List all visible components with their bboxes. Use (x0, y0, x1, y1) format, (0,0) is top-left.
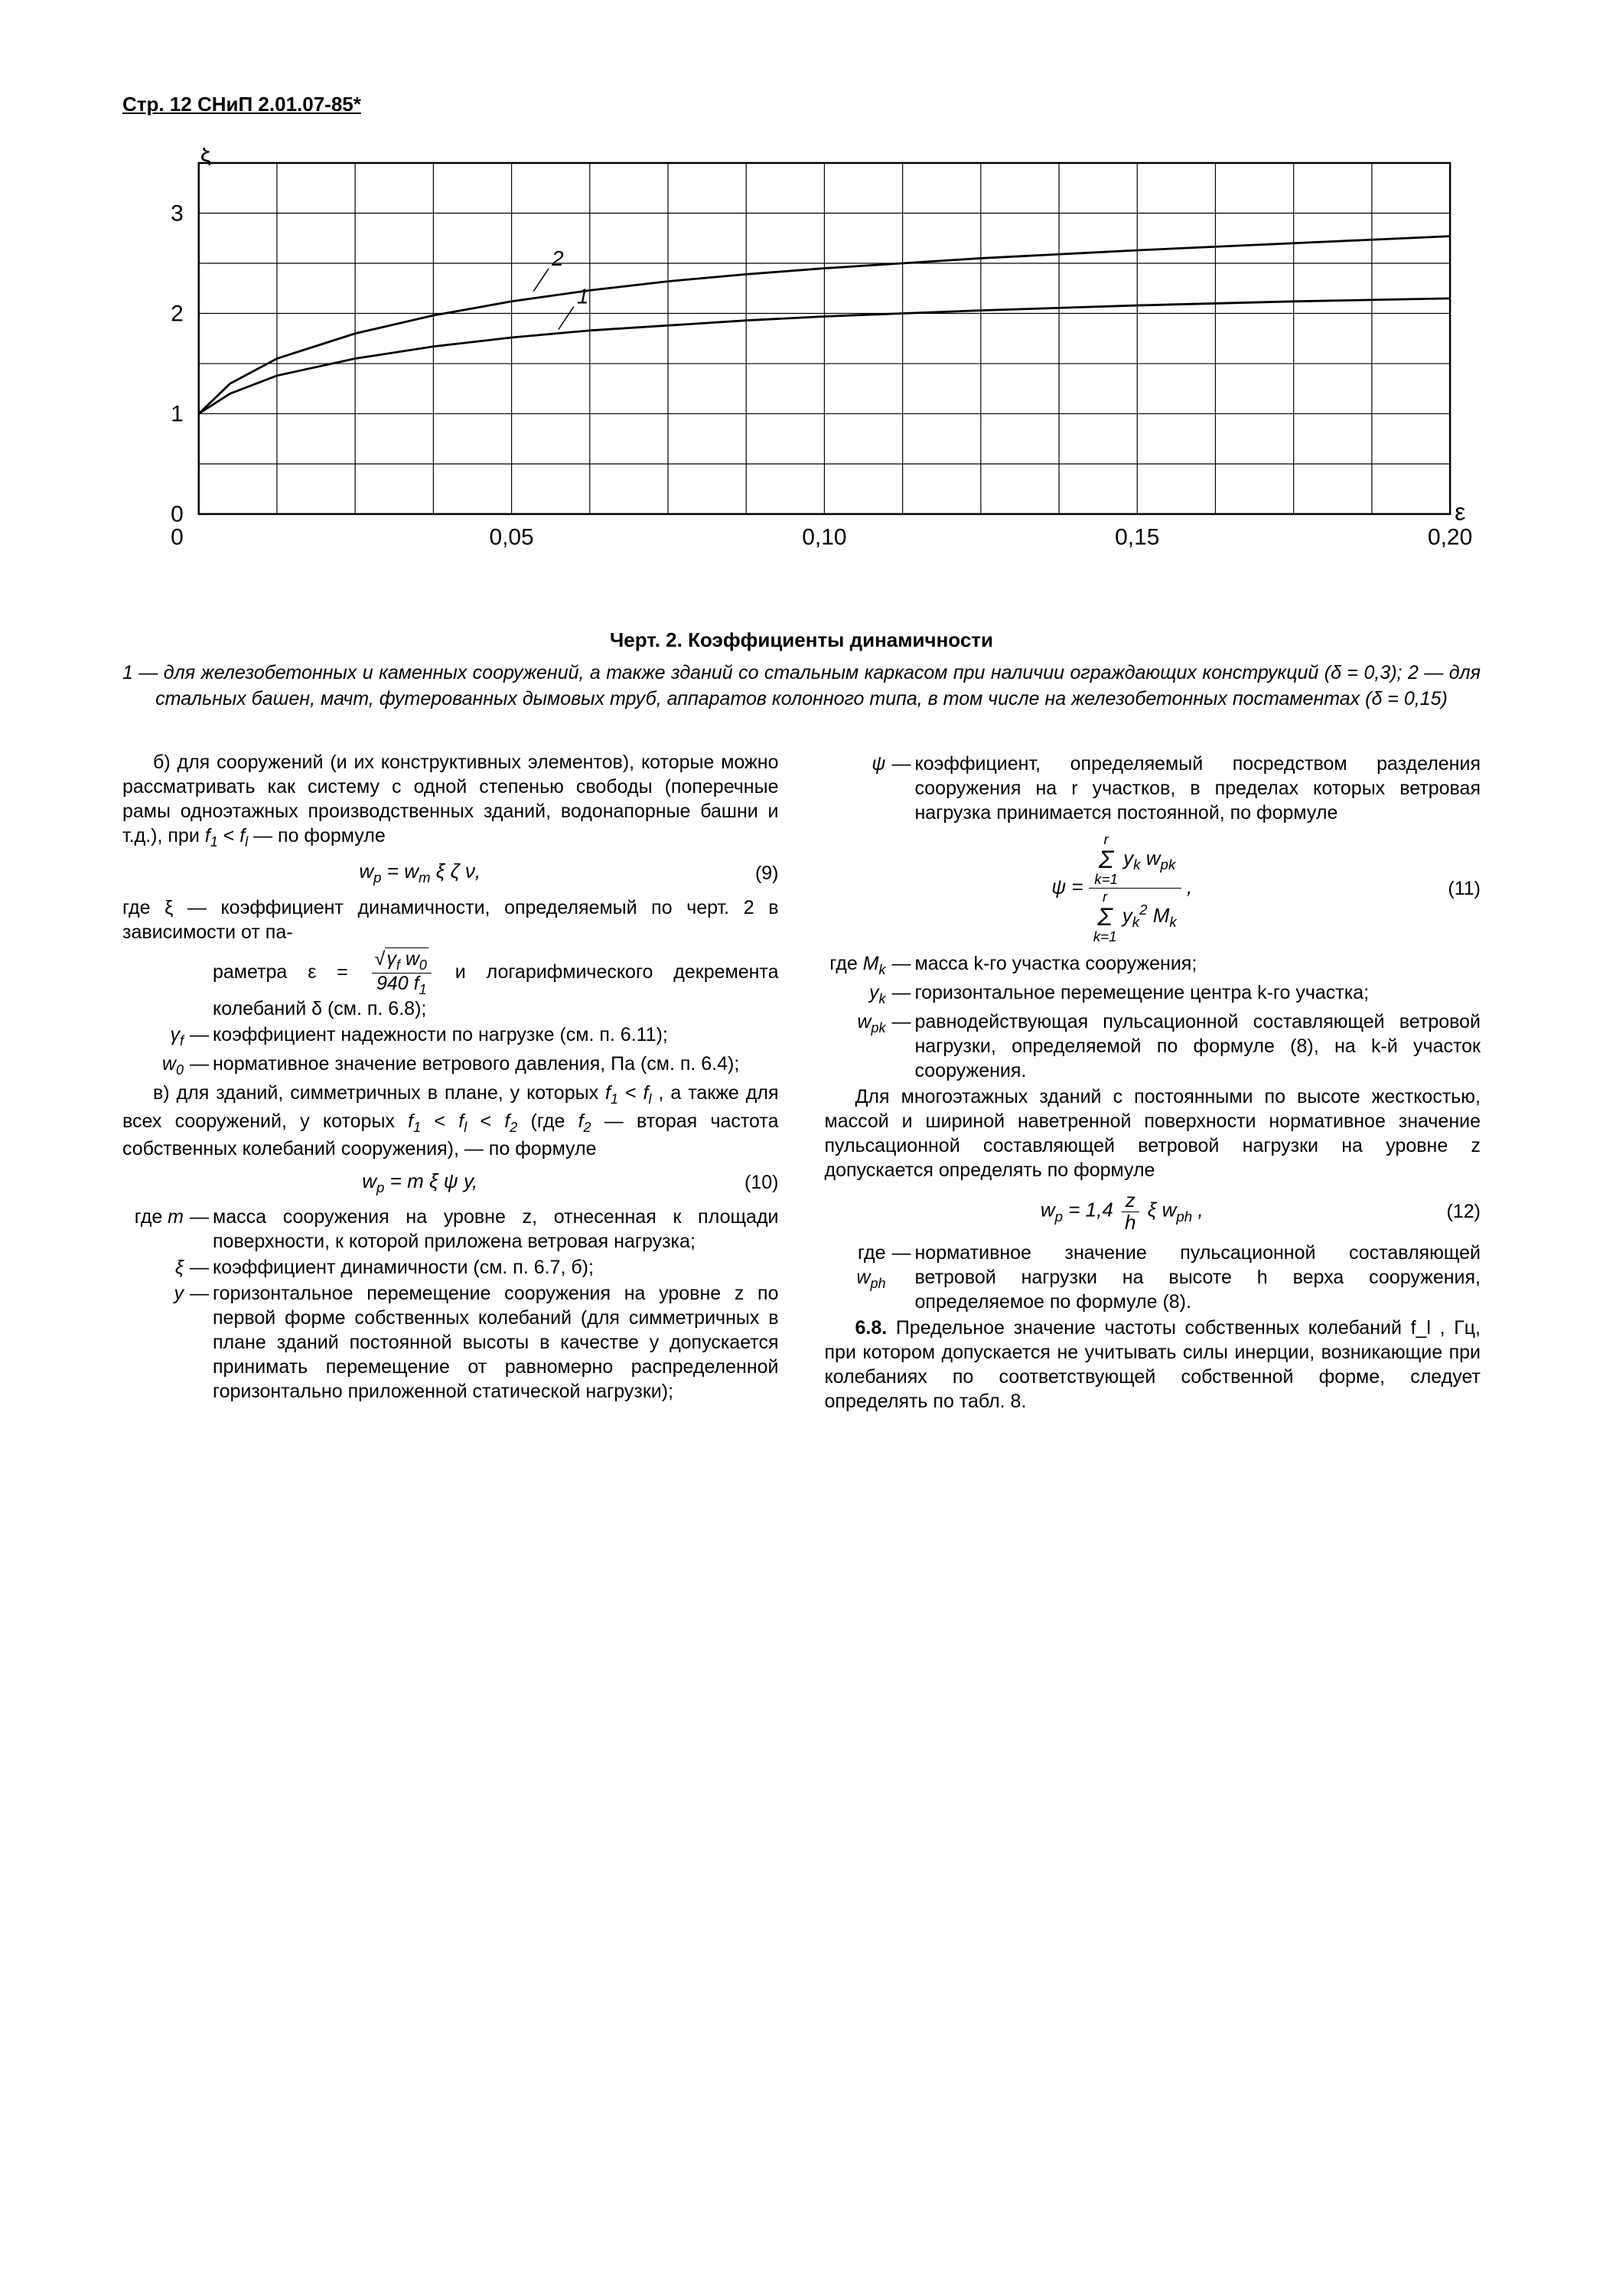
svg-text:2: 2 (171, 302, 184, 327)
left-column: б) для сооружений (и их конструктивных э… (122, 750, 779, 1418)
svg-text:0,15: 0,15 (1115, 525, 1159, 550)
svg-text:0: 0 (171, 525, 184, 550)
chart-description: 1 — для железобетонных и каменных сооруж… (122, 660, 1481, 713)
svg-text:0,10: 0,10 (802, 525, 846, 550)
svg-text:2: 2 (551, 246, 564, 270)
right-column: ψ— коэффициент, определяемый посредством… (825, 750, 1481, 1418)
formula-12: wp = 1,4 zh ξ wph , (12) (825, 1190, 1481, 1233)
svg-text:0,05: 0,05 (489, 525, 533, 550)
svg-text:ε: ε (1455, 498, 1465, 526)
svg-text:1: 1 (171, 402, 184, 427)
svg-text:0: 0 (171, 502, 184, 527)
svg-text:3: 3 (171, 201, 184, 227)
svg-text:ξ: ξ (200, 148, 211, 167)
dynamic-coeff-chart: 12012300,050,100,150,20ξε (122, 148, 1481, 581)
svg-text:1: 1 (577, 285, 589, 308)
chart-caption: Черт. 2. Коэффициенты динамичности (122, 628, 1481, 653)
formula-9: wp = wm ξ ζ ν, (9) (122, 859, 779, 887)
page-header: Стр. 12 СНиП 2.01.07-85* (122, 92, 1481, 117)
formula-10: wp = m ξ ψ y, (10) (122, 1169, 779, 1197)
formula-11: ψ = rΣk=1 yk wpk rΣk=1 yk2 Mk , (11) (825, 833, 1481, 944)
svg-text:0,20: 0,20 (1428, 525, 1472, 550)
